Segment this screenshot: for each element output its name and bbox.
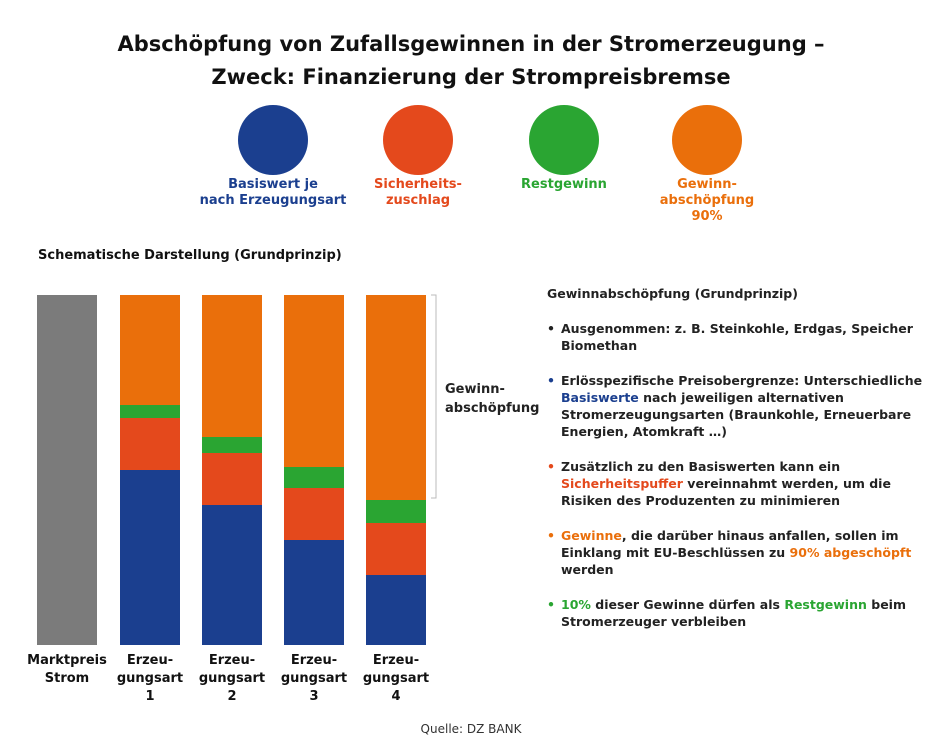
column-line: Erzeu- [126,653,174,668]
bullet: • Gewinne, die darüber hinaus anfallen, s… [547,527,932,578]
legend-line: abschöpfung [659,193,755,208]
column-line: Erzeu- [208,653,256,668]
legend-swatch [383,105,453,175]
bullet-text: , die darüber hinaus anfallen, sollen im… [561,528,899,560]
column-line: Erzeu- [290,653,338,668]
bullet-text: dieser Gewinne dürfen als [590,597,785,612]
column-label: Erzeu-gungsart 4 [356,652,436,706]
legend-line: nach Erzeugungsart [199,193,347,208]
bullet-text: nach jeweiligen alternativen Stromerzeug… [561,390,912,439]
bracket-line: Gewinn- [445,382,505,397]
column-line: 3 [309,689,319,704]
legend-line: zuschlag [385,193,451,208]
column-line: 2 [227,689,237,704]
bar-3 [284,295,344,645]
bullet-text: werden [561,562,614,577]
bullet-text: Restgewinn [784,597,867,612]
segment [284,488,344,540]
bar-1 [120,295,180,645]
legend-label: Sicherheits-zuschlag [328,177,508,209]
segment [366,523,426,575]
legend-line: Gewinn- [677,177,737,192]
legend-line: Basiswert je [228,177,318,192]
bullet: • Ausgenommen: z. B. Steinkohle, Erdgas, … [547,320,932,354]
bullet-dot: • [547,321,555,336]
column-line: Strom [44,671,90,686]
segment [284,295,344,467]
subtitle: Schematische Darstellung (Grundprinzip) [38,248,342,263]
column-line: gungsart [116,671,184,686]
source: Quelle: DZ BANK [420,722,522,736]
legend-label: Gewinn-abschöpfung 90% [617,177,797,225]
bullet-text: Ausgenommen: z. B. Steinkohle, Erdgas, S… [561,321,913,353]
bullet: • 10% dieser Gewinne dürfen als Restgewin… [547,596,932,630]
bracket [431,294,437,499]
segment [366,500,426,523]
bullet: • Zusätzlich zu den Basiswerten kann ein … [547,458,932,509]
title-line: Zweck: Finanzierung der Strompreisbremse [211,65,731,89]
title: Abschöpfung von Zufallsgewinnen in der S… [0,28,942,94]
legend-label: Restgewinn [474,177,654,193]
column-line: gungsart [280,671,348,686]
bullet-text: 90% abgeschöpft [789,545,912,560]
bullet-text: Zusätzlich zu den Basiswerten kann ein [561,459,841,474]
column-line: Marktpreis [27,653,107,668]
legend-swatch [238,105,308,175]
segment [202,295,262,437]
bullet-text: 10% [561,597,591,612]
legend-line: Sicherheits- [374,177,462,192]
segment [120,418,180,470]
column-label: Erzeu-gungsart 1 [110,652,190,706]
column-label: Marktpreis Strom [27,652,107,688]
title-line: Abschöpfung von Zufallsgewinnen in der S… [117,32,825,56]
segment [120,470,180,645]
bar-4 [366,295,426,645]
bullet-dot: • [547,597,555,612]
bullet-text: beim Stromerzeuger verbleiben [561,597,906,629]
bullet-dot: • [547,528,555,543]
segment [284,467,344,488]
segment [202,505,262,645]
segment [366,575,426,645]
legend-line: 90% [691,209,723,224]
column-line: Erzeu- [372,653,420,668]
bullet: • Erlösspezifische Preisobergrenze: Unter… [547,372,932,440]
bullet-dot: • [547,459,555,474]
bullet-text: Basiswerte [561,390,639,405]
bullet-text: vereinnahmt werden, um die Risiken des P… [561,476,891,508]
notes: Gewinnabschöpfung (Grundprinzip) • Ausgeno… [547,285,932,630]
notes-heading: Gewinnabschöpfung (Grundprinzip) [547,286,798,301]
bullet-text: Erlösspezifische Preisobergrenze: Unters… [561,373,923,388]
bullet-text: Gewinne [561,528,622,543]
legend-label: Basiswert je nach Erzeugungsart [183,177,363,209]
legend-swatch [672,105,742,175]
column-line: 1 [145,689,155,704]
segment [120,295,180,405]
market-bar [37,295,97,645]
segment [202,453,262,505]
bar-2 [202,295,262,645]
bullet-text: Sicherheitspuffer [561,476,683,491]
column-label: Erzeu-gungsart 3 [274,652,354,706]
segment [120,405,180,418]
segment [284,540,344,645]
segment [366,295,426,500]
column-line: gungsart [198,671,266,686]
bracket-label: Gewinn-abschöpfung [445,380,540,418]
column-label: Erzeu-gungsart 2 [192,652,272,706]
legend-swatch [529,105,599,175]
bracket-line: abschöpfung [445,401,540,416]
legend-line: Restgewinn [521,177,607,192]
segment [202,437,262,453]
column-line: gungsart [362,671,430,686]
bullet-dot: • [547,373,555,388]
column-line: 4 [391,689,401,704]
